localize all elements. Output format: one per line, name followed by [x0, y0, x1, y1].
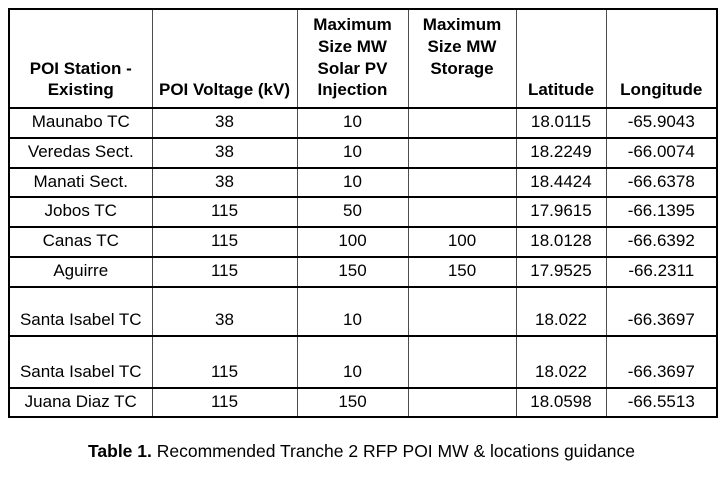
cell-station: Aguirre — [8, 255, 153, 288]
table-header-row: POI Station - Existing POI Voltage (kV) … — [8, 8, 718, 109]
cell-latitude: 18.022 — [515, 334, 607, 389]
cell-longitude: -66.1395 — [605, 196, 718, 228]
cell-station: Canas TC — [8, 226, 153, 258]
cell-latitude: 18.2249 — [515, 136, 607, 169]
cell-latitude: 18.4424 — [515, 166, 607, 199]
col-header-poi-voltage: POI Voltage (kV) — [151, 8, 298, 109]
table-row-jobos: Jobos TC 115 50 17.9615 -66.1395 — [8, 196, 718, 228]
cell-solar-mw: 150 — [296, 386, 409, 419]
col-header-latitude: Latitude — [515, 8, 607, 109]
cell-latitude: 18.022 — [515, 285, 607, 337]
cell-latitude: 18.0115 — [515, 107, 607, 139]
cell-station: Santa Isabel TC — [8, 334, 153, 389]
cell-station: Santa Isabel TC — [8, 285, 153, 337]
cell-voltage: 115 — [151, 196, 298, 228]
table-row-canas: Canas TC 115 100 100 18.0128 -66.6392 — [8, 226, 718, 258]
col-header-longitude: Longitude — [605, 8, 718, 109]
table-row-santa-isabel-38: Santa Isabel TC 38 10 18.022 -66.3697 — [8, 285, 718, 337]
cell-longitude: -66.3697 — [605, 334, 718, 389]
cell-longitude: -66.5513 — [605, 386, 718, 419]
cell-storage-mw — [407, 285, 517, 337]
table-row-manati: Manati Sect. 38 10 18.4424 -66.6378 — [8, 166, 718, 199]
cell-storage-mw — [407, 334, 517, 389]
col-header-max-storage: Maximum Size MW Storage — [407, 8, 517, 109]
cell-station: Maunabo TC — [8, 107, 153, 139]
cell-voltage: 38 — [151, 166, 298, 199]
cell-longitude: -65.9043 — [605, 107, 718, 139]
table-row-santa-isabel-115: Santa Isabel TC 115 10 18.022 -66.3697 — [8, 334, 718, 389]
col-header-max-solar-pv: Maximum Size MW Solar PV Injection — [296, 8, 409, 109]
caption-number: Table 1. — [88, 441, 152, 461]
caption-text: Recommended Tranche 2 RFP POI MW & locat… — [156, 441, 635, 461]
cell-storage-mw — [407, 107, 517, 139]
cell-voltage: 38 — [151, 107, 298, 139]
cell-solar-mw: 10 — [296, 166, 409, 199]
cell-solar-mw: 10 — [296, 334, 409, 389]
cell-latitude: 17.9615 — [515, 196, 607, 228]
cell-solar-mw: 10 — [296, 107, 409, 139]
cell-solar-mw: 50 — [296, 196, 409, 228]
table-row-juana-diaz: Juana Diaz TC 115 150 18.0598 -66.5513 — [8, 386, 718, 419]
cell-voltage: 38 — [151, 285, 298, 337]
cell-storage-mw: 150 — [407, 255, 517, 288]
cell-latitude: 18.0128 — [515, 226, 607, 258]
cell-storage-mw — [407, 136, 517, 169]
cell-storage-mw — [407, 196, 517, 228]
cell-station: Veredas Sect. — [8, 136, 153, 169]
cell-latitude: 17.9525 — [515, 255, 607, 288]
col-header-poi-station: POI Station - Existing — [8, 8, 153, 109]
cell-voltage: 115 — [151, 334, 298, 389]
cell-station: Jobos TC — [8, 196, 153, 228]
cell-longitude: -66.6378 — [605, 166, 718, 199]
cell-longitude: -66.2311 — [605, 255, 718, 288]
poi-guidance-table: POI Station - Existing POI Voltage (kV) … — [8, 8, 718, 419]
cell-longitude: -66.0074 — [605, 136, 718, 169]
cell-voltage: 115 — [151, 255, 298, 288]
cell-voltage: 38 — [151, 136, 298, 169]
cell-voltage: 115 — [151, 226, 298, 258]
cell-voltage: 115 — [151, 386, 298, 419]
cell-storage-mw: 100 — [407, 226, 517, 258]
cell-station: Manati Sect. — [8, 166, 153, 199]
cell-longitude: -66.6392 — [605, 226, 718, 258]
cell-latitude: 18.0598 — [515, 386, 607, 419]
table-row-veredas: Veredas Sect. 38 10 18.2249 -66.0074 — [8, 136, 718, 169]
cell-solar-mw: 10 — [296, 136, 409, 169]
table-caption: Table 1. Recommended Tranche 2 RFP POI M… — [0, 441, 723, 463]
table-row-aguirre: Aguirre 115 150 150 17.9525 -66.2311 — [8, 255, 718, 288]
cell-solar-mw: 150 — [296, 255, 409, 288]
cell-storage-mw — [407, 166, 517, 199]
table-row-maunabo: Maunabo TC 38 10 18.0115 -65.9043 — [8, 107, 718, 139]
cell-longitude: -66.3697 — [605, 285, 718, 337]
cell-solar-mw: 100 — [296, 226, 409, 258]
cell-solar-mw: 10 — [296, 285, 409, 337]
cell-station: Juana Diaz TC — [8, 386, 153, 419]
cell-storage-mw — [407, 386, 517, 419]
